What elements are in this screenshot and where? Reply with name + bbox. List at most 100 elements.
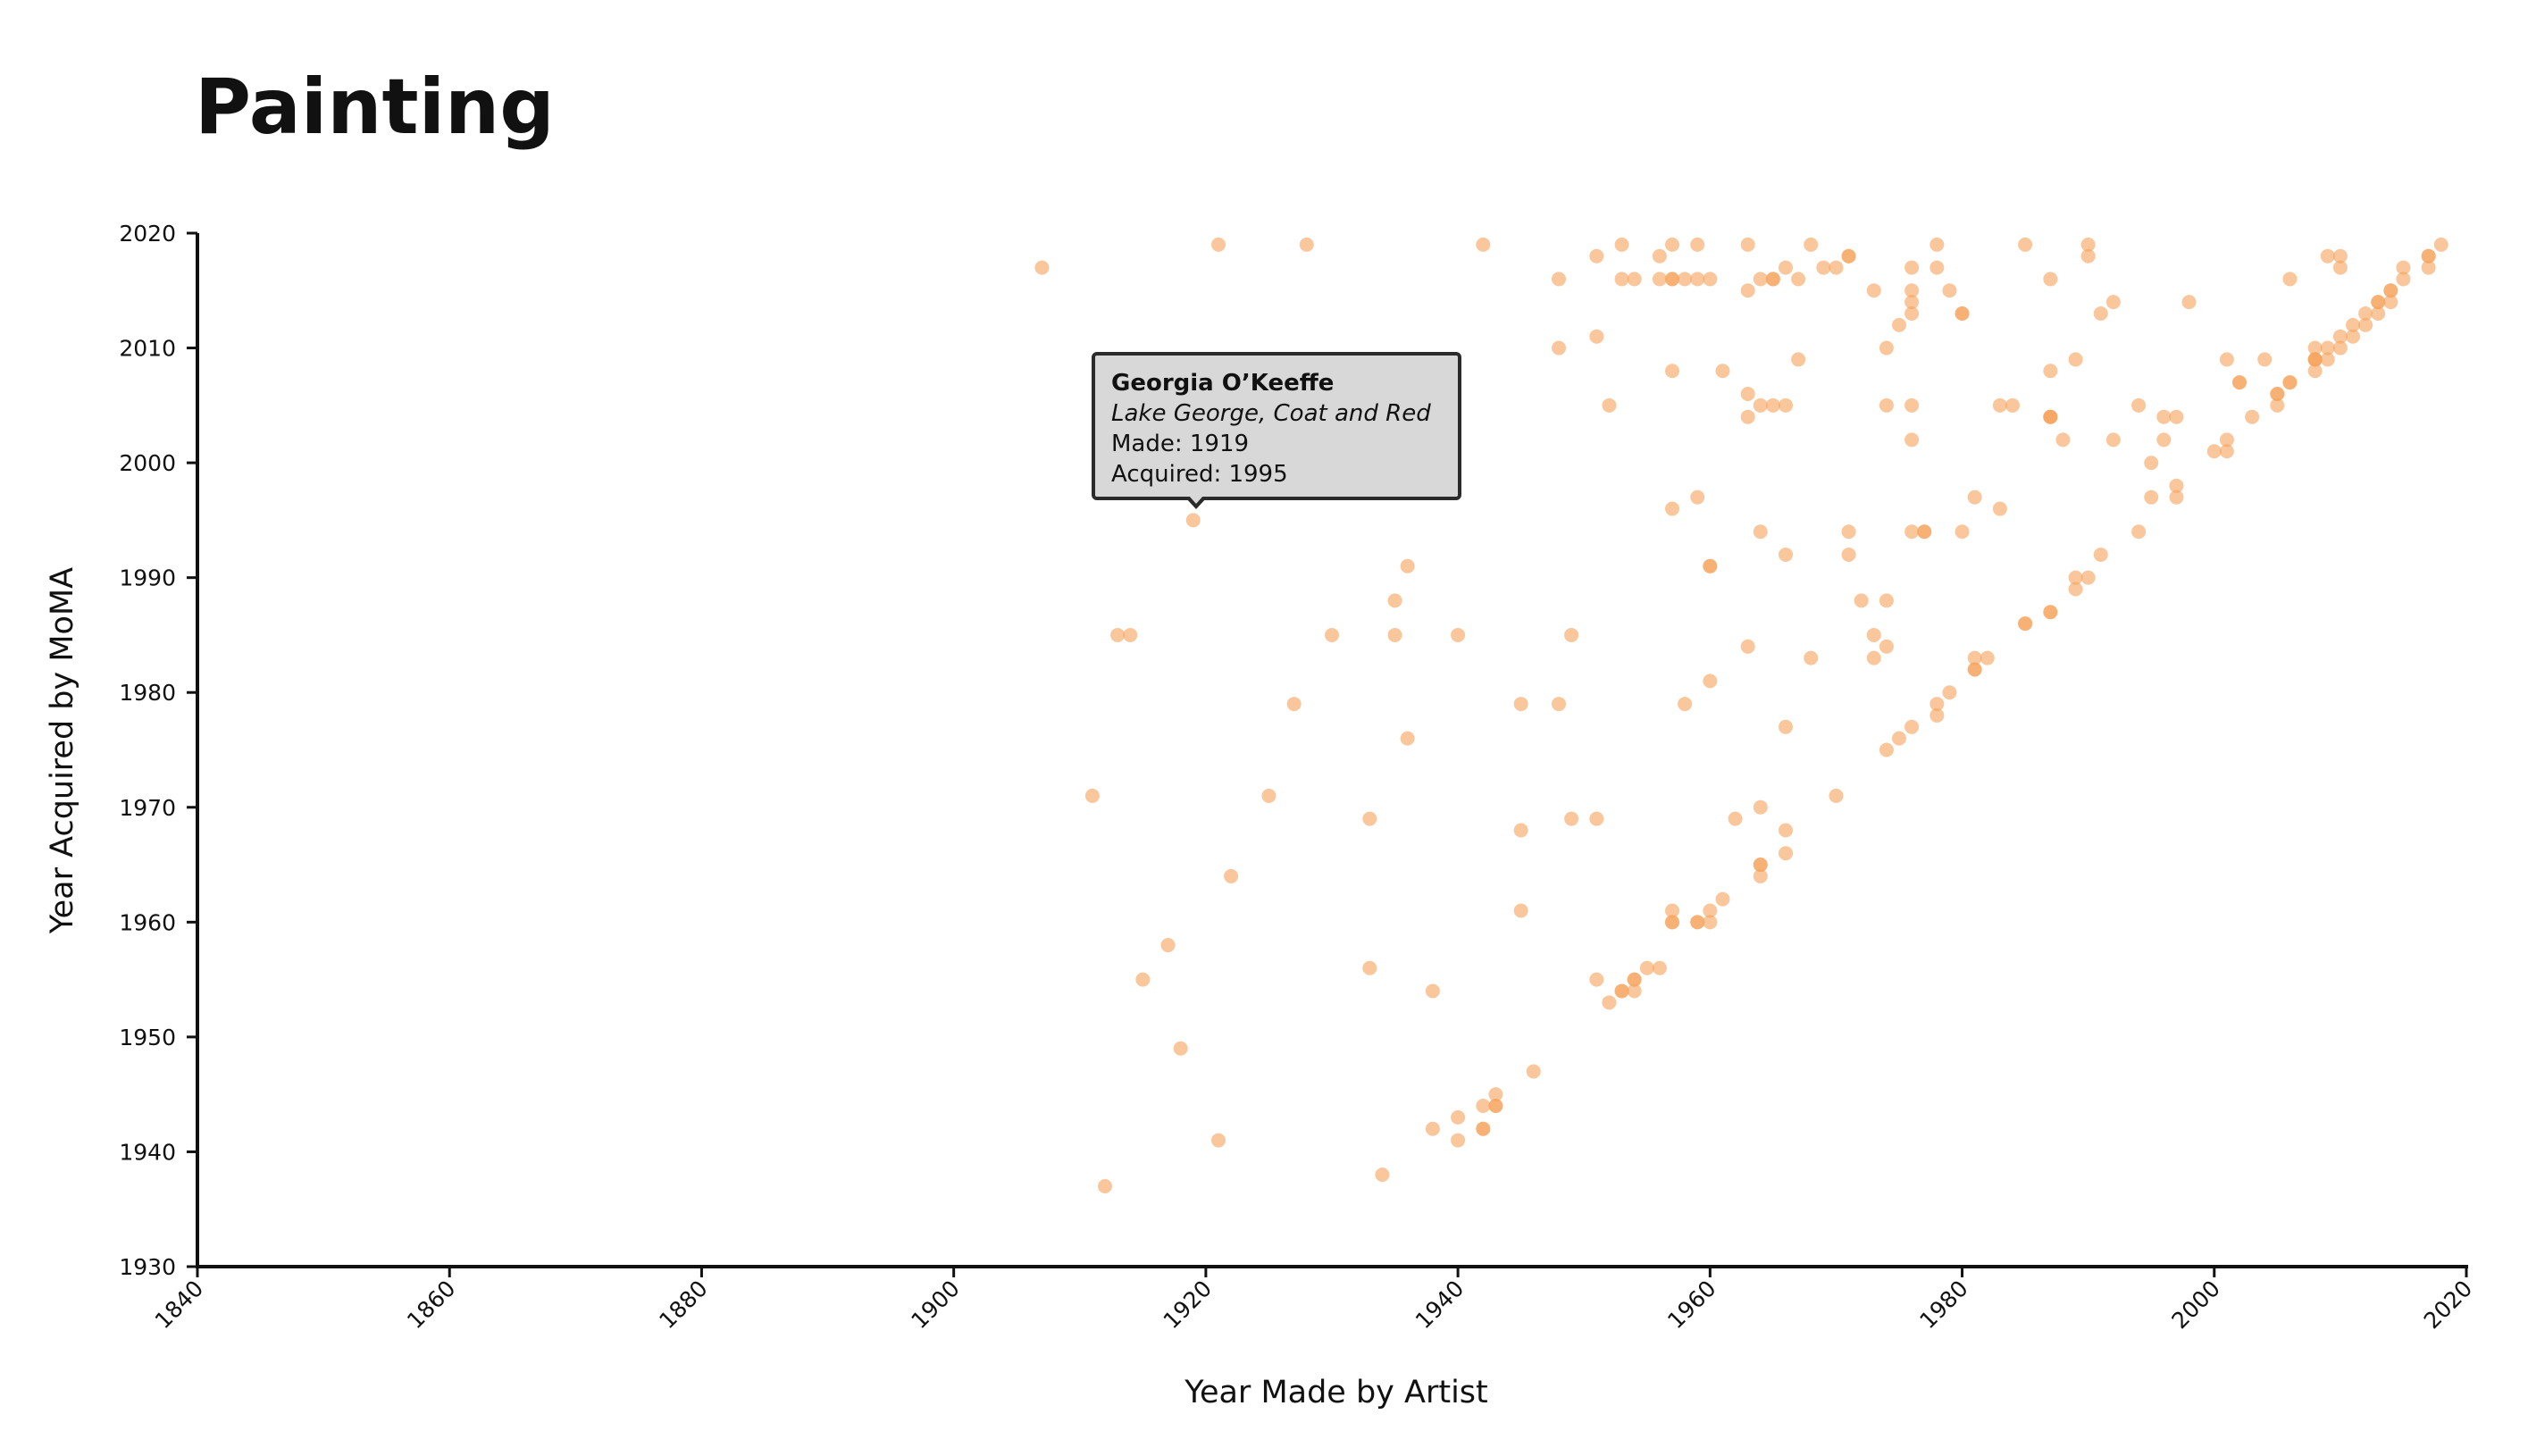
data-point[interactable]: [2131, 524, 2147, 540]
data-point[interactable]: [2307, 364, 2323, 379]
data-point[interactable]: [1904, 283, 1920, 298]
data-point[interactable]: [2005, 397, 2020, 413]
data-point[interactable]: [2144, 490, 2159, 505]
data-point[interactable]: [1614, 272, 1629, 287]
data-point[interactable]: [1400, 731, 1415, 746]
data-point[interactable]: [2332, 329, 2348, 344]
data-point[interactable]: [1715, 891, 1730, 907]
data-point[interactable]: [1665, 237, 1679, 252]
data-point[interactable]: [1929, 697, 1945, 712]
data-point[interactable]: [2080, 570, 2096, 585]
data-point[interactable]: [2219, 444, 2234, 459]
data-point[interactable]: [1779, 260, 1793, 275]
data-point[interactable]: [2332, 248, 2348, 264]
data-point[interactable]: [2093, 305, 2108, 321]
data-point[interactable]: [1286, 697, 1302, 712]
data-point[interactable]: [1791, 352, 1806, 367]
data-point[interactable]: [1728, 811, 1743, 826]
data-point[interactable]: [1564, 627, 1579, 642]
data-point[interactable]: [1929, 707, 1945, 723]
data-point[interactable]: [2018, 237, 2033, 252]
data-point[interactable]: [1690, 237, 1705, 252]
data-point[interactable]: [1123, 627, 1138, 642]
data-point[interactable]: [1980, 650, 1995, 665]
data-point[interactable]: [2346, 329, 2360, 344]
data-point[interactable]: [1929, 237, 1945, 252]
data-point[interactable]: [1703, 558, 1718, 573]
data-point[interactable]: [1488, 1099, 1503, 1114]
data-point[interactable]: [2105, 432, 2121, 448]
data-point[interactable]: [1589, 329, 1604, 344]
data-point[interactable]: [1703, 903, 1718, 918]
data-point[interactable]: [1892, 731, 1906, 746]
data-point[interactable]: [1715, 364, 1730, 379]
data-point[interactable]: [2080, 248, 2096, 264]
data-point[interactable]: [1753, 524, 1768, 540]
data-point[interactable]: [1804, 650, 1819, 665]
data-point[interactable]: [1034, 260, 1050, 275]
data-point[interactable]: [1513, 697, 1528, 712]
data-point[interactable]: [2270, 397, 2285, 413]
data-point[interactable]: [1879, 742, 1894, 757]
data-point[interactable]: [1879, 340, 1894, 356]
data-point[interactable]: [1224, 868, 1239, 883]
data-point[interactable]: [1211, 1133, 1226, 1148]
data-point[interactable]: [1652, 272, 1667, 287]
data-point[interactable]: [1362, 960, 1377, 975]
data-point[interactable]: [1879, 593, 1894, 608]
data-point[interactable]: [1185, 513, 1201, 528]
data-point[interactable]: [1589, 811, 1604, 826]
data-point[interactable]: [2068, 582, 2083, 597]
data-point[interactable]: [1904, 524, 1920, 540]
data-point[interactable]: [1589, 248, 1604, 264]
data-point[interactable]: [1740, 237, 1755, 252]
data-point[interactable]: [1866, 650, 1881, 665]
data-point[interactable]: [1955, 524, 1970, 540]
data-point[interactable]: [1652, 248, 1667, 264]
data-point[interactable]: [1967, 490, 1982, 505]
data-point[interactable]: [1098, 1179, 1112, 1194]
data-point[interactable]: [1942, 283, 1957, 298]
data-point[interactable]: [2383, 295, 2398, 310]
data-point[interactable]: [1614, 983, 1629, 999]
data-point[interactable]: [1740, 386, 1755, 401]
data-point[interactable]: [2320, 340, 2335, 356]
data-point[interactable]: [1160, 938, 1176, 953]
data-point[interactable]: [1451, 1133, 1466, 1148]
data-point[interactable]: [1665, 272, 1679, 287]
data-point[interactable]: [2156, 409, 2172, 424]
data-point[interactable]: [2320, 352, 2335, 367]
data-point[interactable]: [1879, 397, 1894, 413]
data-point[interactable]: [1879, 639, 1894, 654]
data-point[interactable]: [2169, 409, 2184, 424]
data-point[interactable]: [2371, 305, 2386, 321]
data-point[interactable]: [1665, 364, 1679, 379]
data-point[interactable]: [1765, 272, 1780, 287]
data-point[interactable]: [2332, 340, 2348, 356]
data-point[interactable]: [2320, 248, 2335, 264]
data-point[interactable]: [1753, 397, 1768, 413]
data-point[interactable]: [2043, 605, 2058, 620]
data-point[interactable]: [2346, 317, 2360, 332]
data-point[interactable]: [1488, 1087, 1503, 1102]
data-point[interactable]: [1992, 397, 2007, 413]
data-point[interactable]: [1753, 868, 1768, 883]
data-point[interactable]: [1804, 237, 1819, 252]
data-point[interactable]: [1678, 272, 1693, 287]
data-point[interactable]: [1652, 960, 1667, 975]
data-point[interactable]: [2245, 409, 2260, 424]
data-point[interactable]: [1917, 524, 1932, 540]
data-point[interactable]: [1740, 283, 1755, 298]
data-point[interactable]: [2219, 352, 2234, 367]
data-point[interactable]: [1602, 995, 1617, 1010]
data-point[interactable]: [1451, 1109, 1466, 1125]
data-point[interactable]: [2421, 248, 2436, 264]
data-point[interactable]: [1854, 593, 1869, 608]
data-point[interactable]: [2181, 295, 2197, 310]
data-point[interactable]: [1791, 272, 1806, 287]
data-point[interactable]: [1779, 846, 1793, 861]
data-point[interactable]: [2396, 272, 2411, 287]
data-point[interactable]: [1765, 397, 1780, 413]
data-point[interactable]: [1690, 490, 1705, 505]
data-point[interactable]: [1992, 501, 2007, 516]
